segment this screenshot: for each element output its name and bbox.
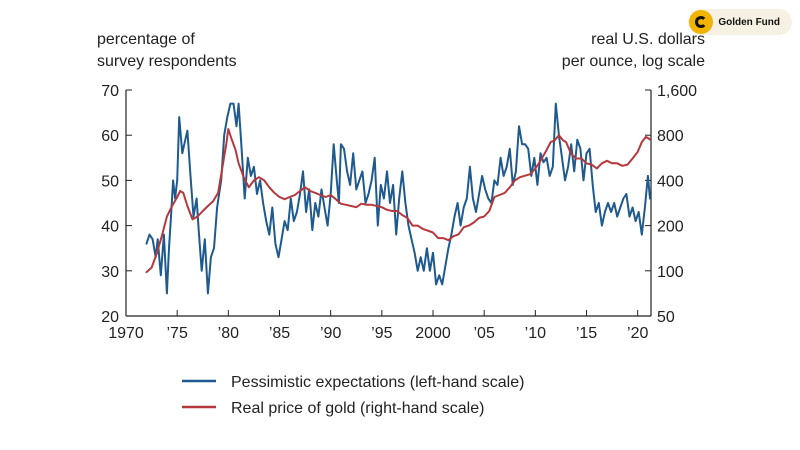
x-tick-label: ’05 bbox=[474, 325, 495, 342]
series-line-pessimistic-expectations bbox=[145, 102, 651, 295]
y-left-tick-label: 50 bbox=[101, 173, 119, 190]
right-axis-title-line2: per ounce, log scale bbox=[562, 53, 705, 70]
legend-label-pessimistic: Pessimistic expectations (left-hand scal… bbox=[231, 374, 524, 391]
y-right-tick-label: 400 bbox=[657, 173, 684, 190]
y-left-tick-label: 20 bbox=[101, 309, 119, 326]
x-tick-label: 1970 bbox=[108, 325, 144, 342]
x-tick-label: ’15 bbox=[576, 325, 597, 342]
right-axis-title-line1: real U.S. dollars bbox=[591, 31, 705, 48]
x-tick-label: ’20 bbox=[627, 325, 648, 342]
brand-name: Golden Fund bbox=[718, 16, 780, 28]
x-tick-label: ’90 bbox=[320, 325, 341, 342]
legend-label-gold: Real price of gold (right-hand scale) bbox=[231, 400, 484, 417]
y-left-tick-label: 70 bbox=[101, 83, 119, 100]
x-tick-label: ’85 bbox=[269, 325, 290, 342]
y-right-tick-label: 1,600 bbox=[657, 83, 697, 100]
x-tick-label: ’95 bbox=[371, 325, 392, 342]
y-left-tick-label: 30 bbox=[101, 264, 119, 281]
x-tick-label: ’10 bbox=[525, 325, 546, 342]
y-right-tick-label: 800 bbox=[657, 128, 684, 145]
left-axis-title-line2: survey respondents bbox=[97, 53, 237, 70]
x-tick-label: ’80 bbox=[218, 325, 239, 342]
y-right-tick-label: 50 bbox=[657, 309, 675, 326]
legend: Pessimistic expectations (left-hand scal… bbox=[182, 374, 524, 417]
y-right-tick-label: 100 bbox=[657, 264, 684, 281]
y-left-tick-label: 60 bbox=[101, 128, 119, 145]
x-tick-label: 2000 bbox=[415, 325, 451, 342]
left-axis-title-line1: percentage of bbox=[97, 31, 195, 48]
y-right-tick-label: 200 bbox=[657, 219, 684, 236]
golden-fund-badge[interactable]: Golden Fund bbox=[688, 9, 792, 35]
y-left-tick-label: 40 bbox=[101, 219, 119, 236]
x-tick-label: ’75 bbox=[166, 325, 187, 342]
golden-fund-logo-icon bbox=[689, 10, 714, 34]
series-line-real-gold-price bbox=[145, 128, 651, 274]
